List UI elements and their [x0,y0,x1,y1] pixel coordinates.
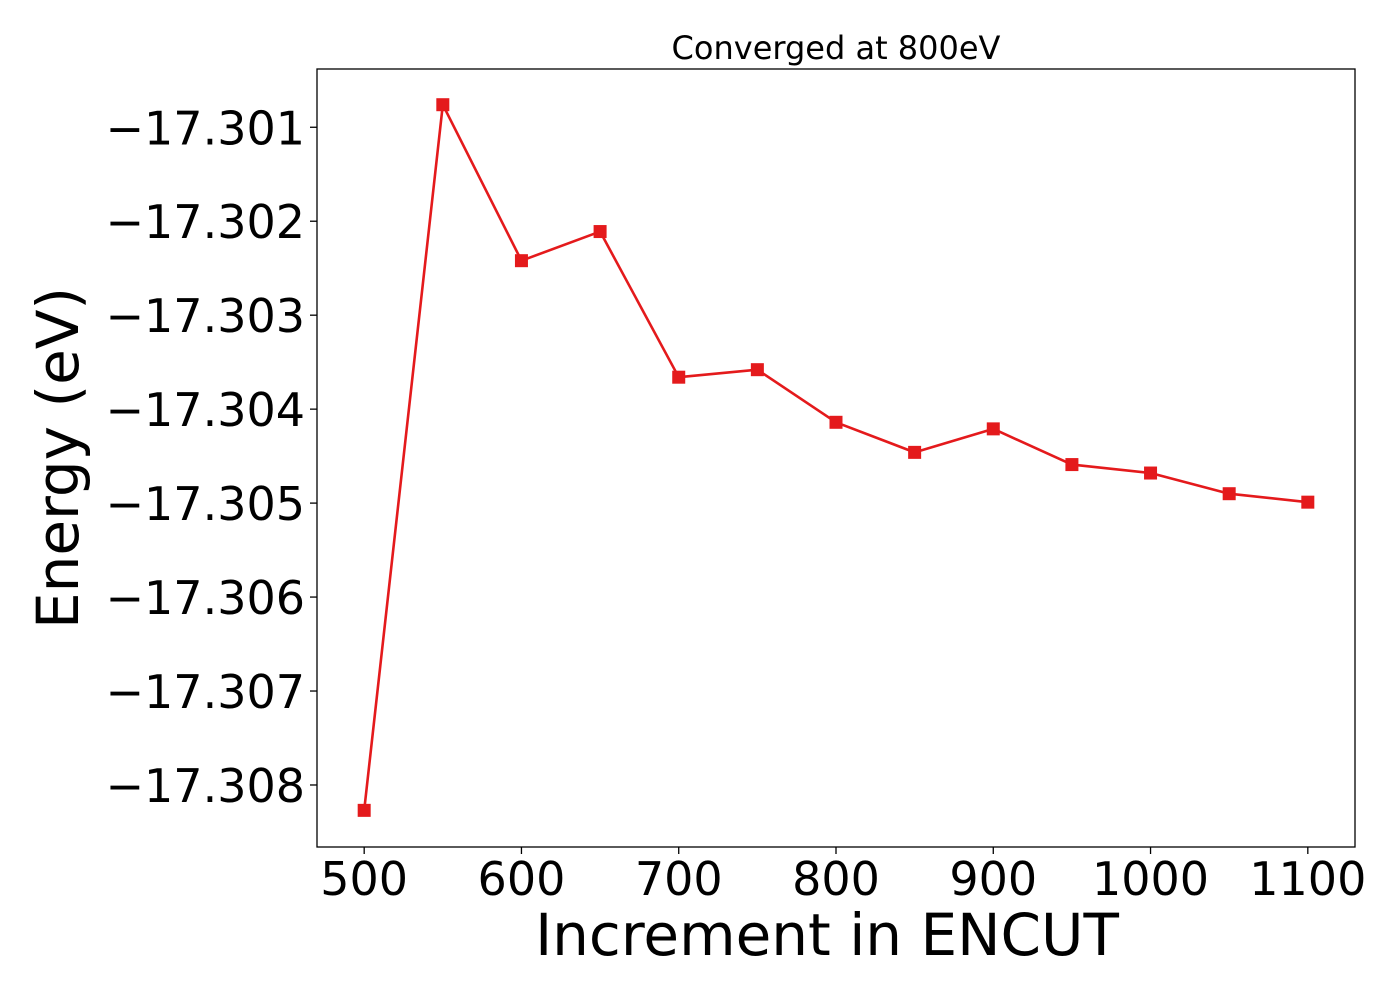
y-axis-label: Energy (eV) [24,287,92,629]
y-tick-label: −17.304 [106,383,306,437]
y-tick-label: −17.307 [106,665,306,719]
data-point-marker [672,370,686,384]
chart-title: Converged at 800eV [672,29,1001,67]
data-point-marker [829,415,843,429]
data-point-marker [908,445,922,459]
x-tick-label: 1100 [1249,852,1366,906]
data-point-marker [986,422,1000,436]
plot-frame [316,68,1356,848]
data-point-marker [593,225,607,239]
y-tick-label: −17.305 [106,477,306,531]
x-tick-label: 800 [792,852,880,906]
y-tick-label: −17.302 [106,195,306,249]
x-axis-label: Increment in ENCUT [535,901,1119,969]
x-tick-label: 1000 [1092,852,1209,906]
y-tick-label: −17.306 [106,571,306,625]
data-point-marker [750,363,764,377]
y-tick-label: −17.303 [106,289,306,343]
x-tick-label: 900 [949,852,1037,906]
y-tick-label: −17.308 [106,759,306,813]
y-axis-ticks: −17.301 −17.302 −17.303 −17.304 −17.305 −17.3… [106,101,317,813]
data-point-marker [436,98,450,112]
data-point-marker [1301,495,1315,509]
x-tick-label: 600 [478,852,566,906]
y-tick-label: −17.301 [106,101,306,155]
data-point-marker [1065,458,1079,472]
x-axis-ticks: 500 600 700 800 900 1000 1100 [320,847,1366,906]
x-tick-label: 700 [635,852,723,906]
series-layer [357,98,1315,817]
data-point-marker [1144,466,1158,480]
data-point-marker [514,254,528,268]
data-point-marker [1222,487,1236,501]
data-point-marker [357,803,371,817]
x-tick-label: 500 [320,852,408,906]
